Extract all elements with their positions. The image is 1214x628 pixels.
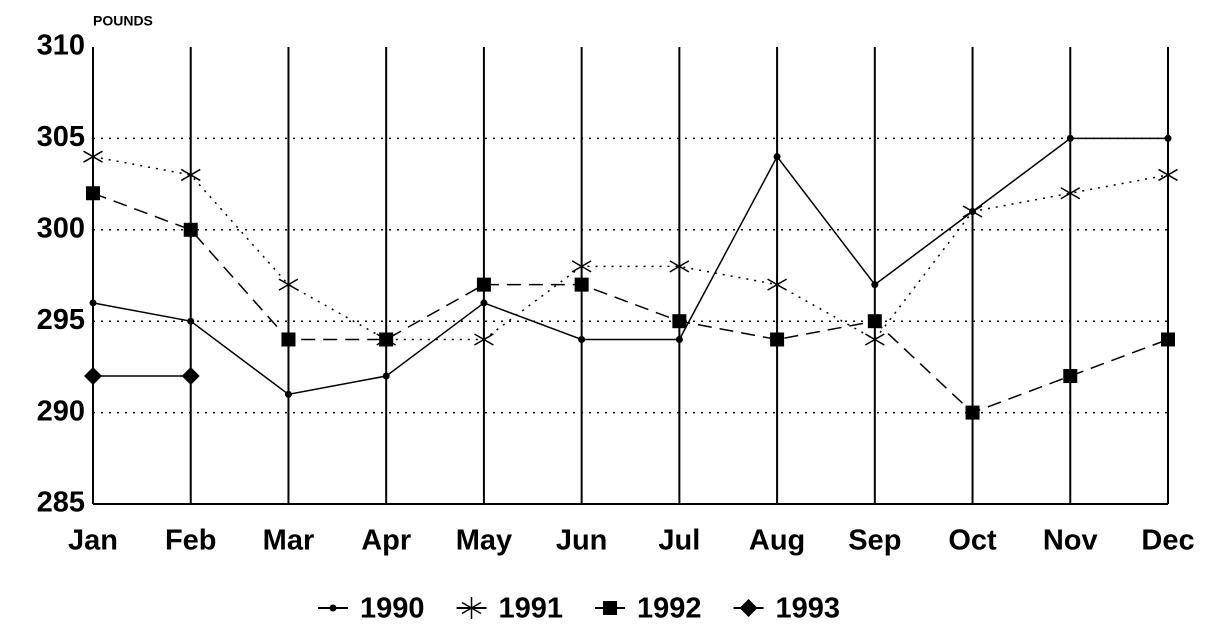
- marker: [181, 367, 200, 386]
- marker: [1164, 134, 1172, 142]
- marker: [962, 200, 983, 223]
- x-tick-label: Feb: [165, 525, 217, 557]
- x-tick-label: Jan: [68, 525, 118, 557]
- y-tick-label: 295: [37, 304, 85, 336]
- marker: [278, 273, 299, 296]
- marker: [382, 372, 390, 380]
- marker: [871, 281, 879, 289]
- x-tick-label: Aug: [749, 525, 805, 557]
- y-tick-label: 285: [37, 487, 85, 519]
- y-axis-label: POUNDS: [93, 13, 153, 29]
- marker: [86, 186, 100, 201]
- marker: [1066, 134, 1074, 142]
- marker: [476, 277, 491, 292]
- marker: [474, 328, 494, 351]
- x-tick-label: Mar: [263, 525, 315, 557]
- marker: [578, 335, 586, 343]
- marker: [187, 317, 195, 325]
- marker: [379, 332, 394, 347]
- marker: [672, 314, 687, 329]
- x-tick-label: Apr: [361, 525, 411, 557]
- legend-label: 1992: [637, 593, 702, 625]
- marker: [864, 328, 885, 351]
- y-tick-label: 305: [37, 121, 85, 153]
- x-tick-label: Sep: [848, 525, 901, 557]
- x-tick-label: Jun: [556, 525, 608, 557]
- legend: 1990 1991 1992 1993: [318, 593, 840, 625]
- marker: [669, 255, 690, 278]
- marker: [1060, 182, 1081, 205]
- marker: [867, 314, 882, 329]
- x-tick-label: Nov: [1043, 525, 1098, 557]
- marker: [83, 145, 103, 168]
- marker: [84, 367, 102, 386]
- marker: [1158, 163, 1178, 186]
- marker: [739, 599, 758, 617]
- legend-label: 1993: [776, 593, 841, 625]
- marker: [1063, 369, 1078, 384]
- x-tick-label: May: [456, 525, 512, 557]
- series-line: [92, 192, 1169, 414]
- marker: [89, 299, 97, 307]
- x-tick-label: Dec: [1141, 525, 1194, 557]
- marker: [480, 299, 488, 307]
- marker: [571, 255, 592, 278]
- marker: [574, 277, 589, 292]
- marker: [183, 222, 198, 237]
- marker: [461, 597, 482, 619]
- marker: [329, 604, 337, 612]
- marker: [284, 390, 292, 398]
- y-tick-label: 310: [37, 30, 85, 62]
- marker: [1161, 332, 1175, 347]
- series-line: [92, 137, 1168, 396]
- y-tick-label: 290: [37, 395, 85, 427]
- marker: [767, 273, 787, 296]
- marker: [675, 335, 683, 343]
- x-tick-label: Oct: [948, 525, 997, 557]
- marker: [770, 332, 785, 347]
- legend-label: 1991: [499, 593, 564, 625]
- legend-label: 1990: [360, 593, 425, 625]
- series-line: [92, 155, 1169, 341]
- marker: [603, 601, 618, 615]
- marker: [773, 153, 781, 161]
- marker: [180, 163, 201, 186]
- marker: [281, 332, 296, 347]
- y-tick-label: 300: [37, 212, 85, 244]
- x-tick-label: Jul: [658, 525, 700, 557]
- marker: [965, 405, 980, 420]
